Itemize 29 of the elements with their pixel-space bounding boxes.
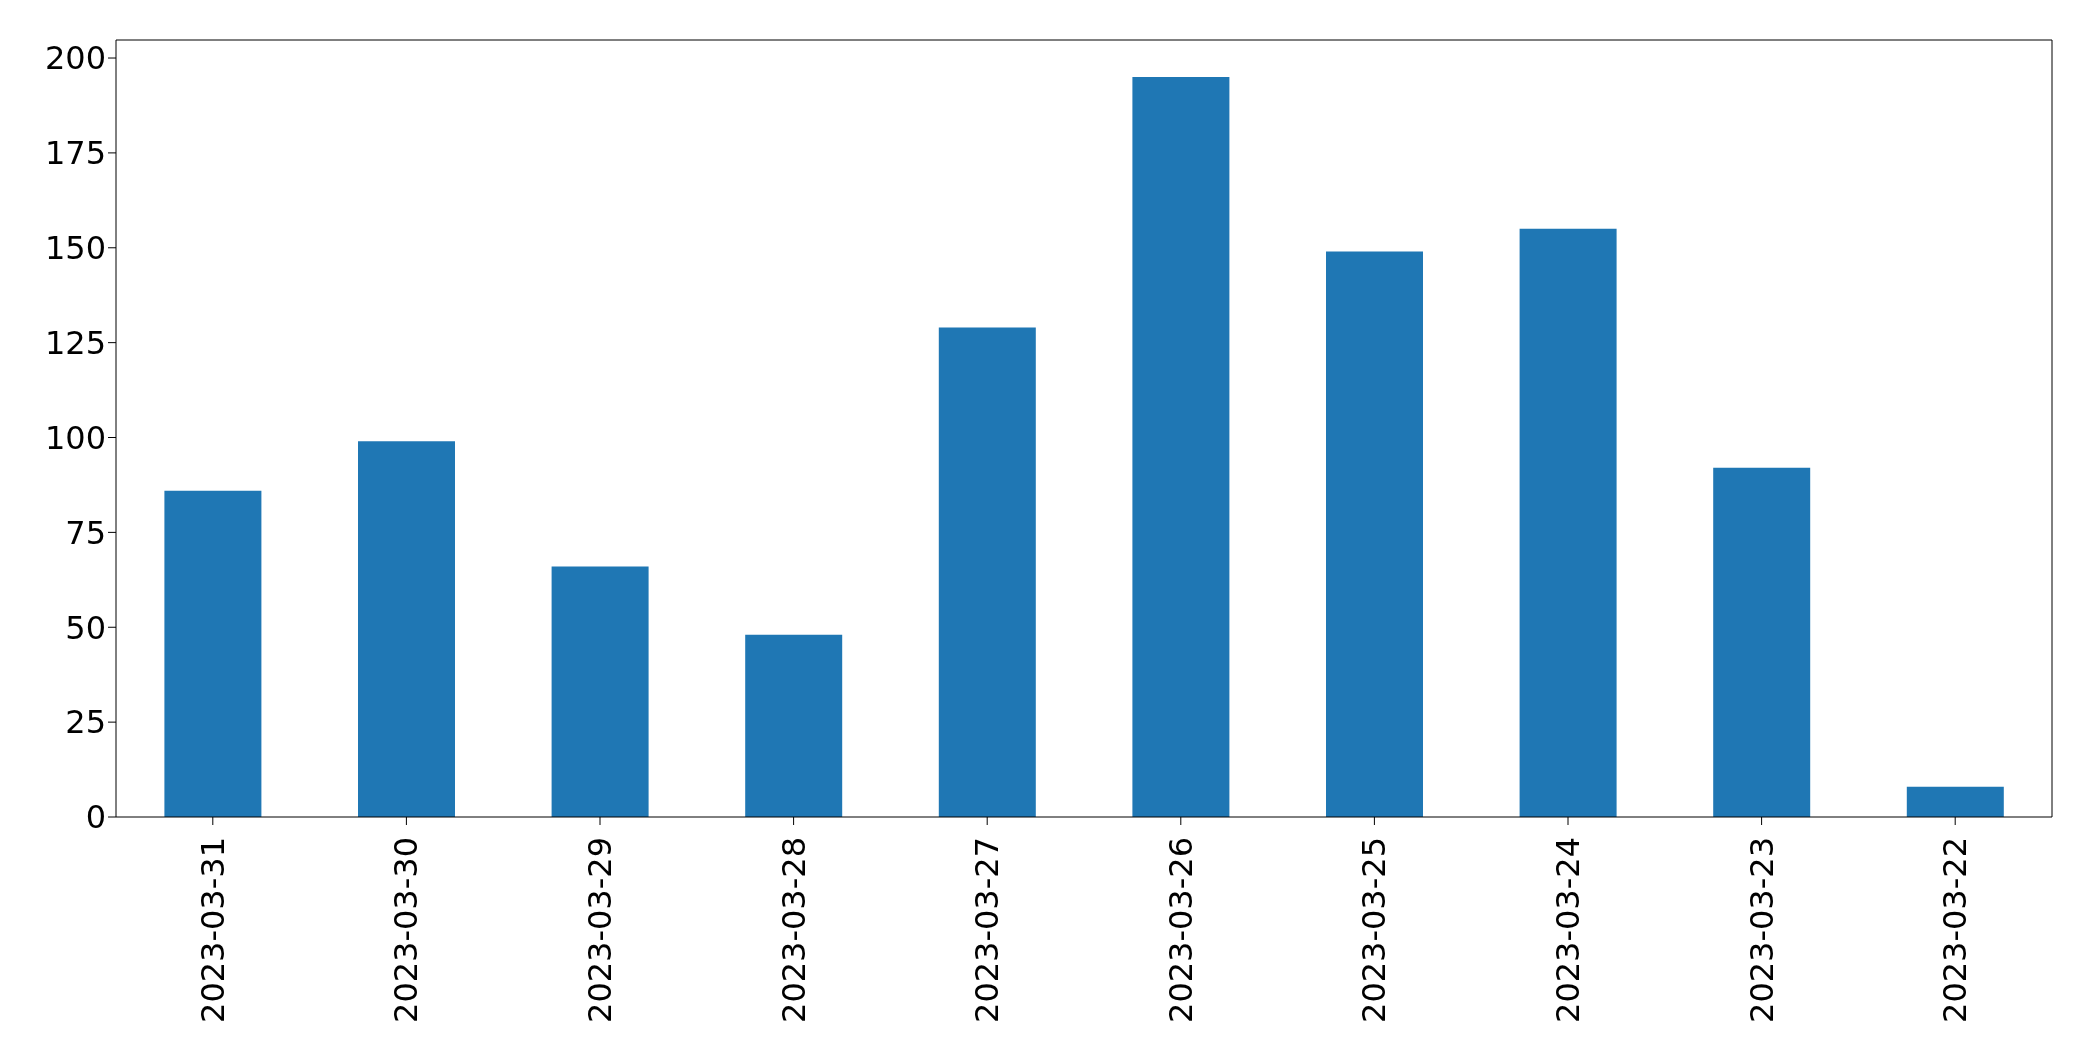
- x-tick-label: 2023-03-31: [193, 837, 232, 1023]
- x-tick-label: 2023-03-28: [774, 837, 813, 1023]
- x-tick-label: 2023-03-29: [581, 837, 619, 1023]
- y-tick-label: 150: [44, 229, 106, 268]
- bar: [745, 634, 843, 817]
- y-tick-label: 25: [65, 703, 106, 742]
- x-tick-label: 2023-03-24: [1549, 837, 1587, 1023]
- bar: [1326, 251, 1423, 817]
- y-tick-label: 50: [65, 608, 106, 647]
- bar: [938, 327, 1036, 817]
- bar: [358, 441, 455, 817]
- x-tick-label: 2023-03-25: [1355, 837, 1394, 1023]
- bar: [551, 566, 649, 817]
- bar: [164, 490, 262, 817]
- x-tick-label: 2023-03-23: [1742, 837, 1781, 1023]
- y-tick-label: 200: [44, 39, 106, 78]
- bar: [1132, 77, 1230, 817]
- x-tick-label: 2023-03-30: [387, 837, 426, 1023]
- x-tick-label: 2023-03-27: [968, 837, 1007, 1023]
- x-tick-label: 2023-03-26: [1161, 837, 1200, 1023]
- bar: [1519, 228, 1617, 817]
- y-tick-label: 175: [44, 134, 106, 173]
- bar: [1906, 786, 2004, 817]
- bar: [1713, 467, 1811, 817]
- y-tick-label: 75: [65, 513, 106, 552]
- y-tick-label: 125: [44, 324, 106, 362]
- x-tick-label: 2023-03-22: [1936, 837, 1975, 1023]
- y-tick-label: 0: [85, 798, 106, 837]
- y-tick-label: 100: [44, 418, 106, 457]
